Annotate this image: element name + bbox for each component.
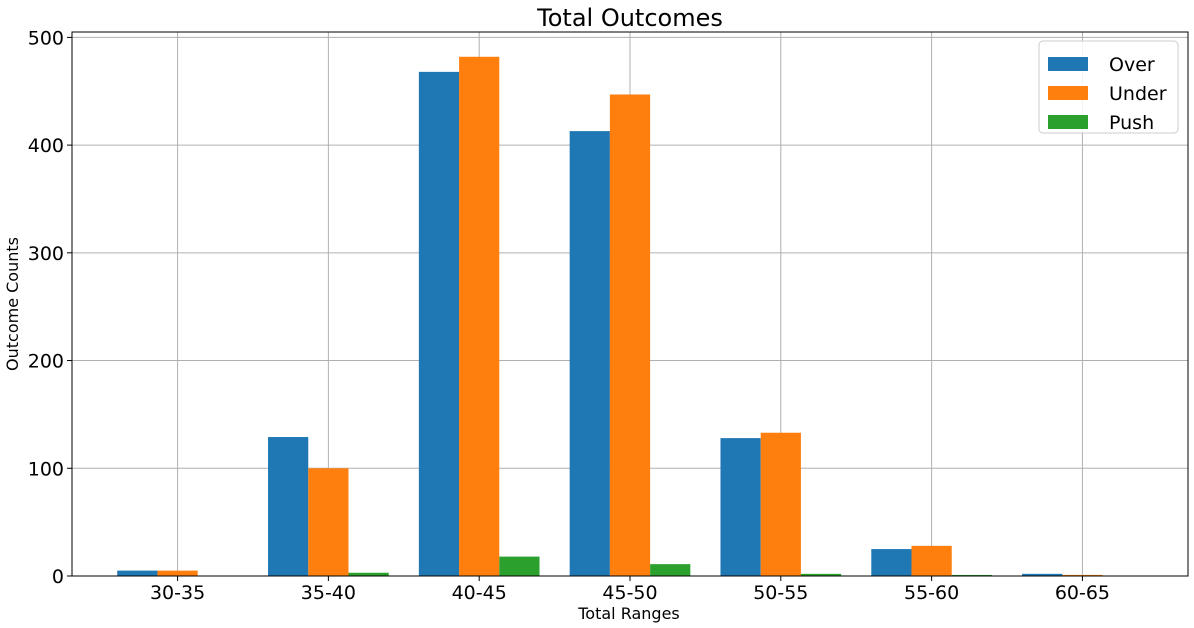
x-tick-label: 55-60 bbox=[904, 582, 959, 604]
x-tick-label: 30-35 bbox=[150, 582, 205, 604]
legend-label-over: Over bbox=[1109, 54, 1155, 76]
x-tick-label: 45-50 bbox=[602, 582, 657, 604]
bar-over bbox=[117, 570, 158, 576]
tick-labels: 0 100 200 300 400 500 30-35 35-40 40-45 45-50 50-5… bbox=[28, 27, 1110, 604]
y-tick-label: 400 bbox=[28, 135, 64, 157]
bar-under bbox=[760, 432, 801, 576]
bar-over bbox=[418, 71, 460, 577]
bar-under bbox=[609, 94, 651, 576]
bar-over bbox=[569, 131, 610, 576]
legend-swatch-push bbox=[1048, 115, 1088, 129]
y-tick-label: 300 bbox=[28, 243, 64, 265]
x-tick-label: 35-40 bbox=[301, 582, 356, 604]
bar-push bbox=[650, 564, 691, 576]
bar-push bbox=[951, 574, 992, 576]
y-tick-label: 100 bbox=[28, 458, 64, 480]
bar-over bbox=[1022, 573, 1063, 576]
y-tick-label: 500 bbox=[28, 27, 64, 49]
bars bbox=[117, 56, 1103, 577]
bar-under bbox=[157, 570, 198, 576]
x-axis-label: Total Ranges bbox=[577, 604, 680, 623]
plot-frame bbox=[71, 31, 1189, 577]
bar-under bbox=[911, 545, 952, 576]
legend-label-push: Push bbox=[1109, 112, 1154, 134]
bar-over bbox=[871, 549, 912, 576]
legend-label-under: Under bbox=[1109, 83, 1167, 105]
chart-title: Total Outcomes bbox=[536, 4, 723, 32]
legend-swatch-under bbox=[1048, 86, 1088, 100]
bar-under bbox=[308, 468, 349, 576]
bar-push bbox=[800, 573, 842, 576]
bar-over bbox=[268, 437, 309, 576]
x-tick-label: 50-55 bbox=[753, 582, 808, 604]
bar-push bbox=[348, 572, 389, 576]
x-tick-label: 60-65 bbox=[1055, 582, 1110, 604]
axes bbox=[67, 31, 1189, 581]
bar-under bbox=[1062, 574, 1103, 576]
legend-swatch-over bbox=[1048, 57, 1088, 71]
legend: Over Under Push bbox=[1038, 40, 1179, 134]
y-tick-label: 200 bbox=[28, 351, 64, 373]
bar-under bbox=[459, 56, 500, 576]
bar-over bbox=[720, 438, 761, 576]
bar-push bbox=[499, 556, 540, 576]
y-tick-label: 0 bbox=[52, 566, 64, 588]
x-tick-label: 40-45 bbox=[452, 582, 507, 604]
y-axis-label: Outcome Counts bbox=[3, 237, 22, 371]
